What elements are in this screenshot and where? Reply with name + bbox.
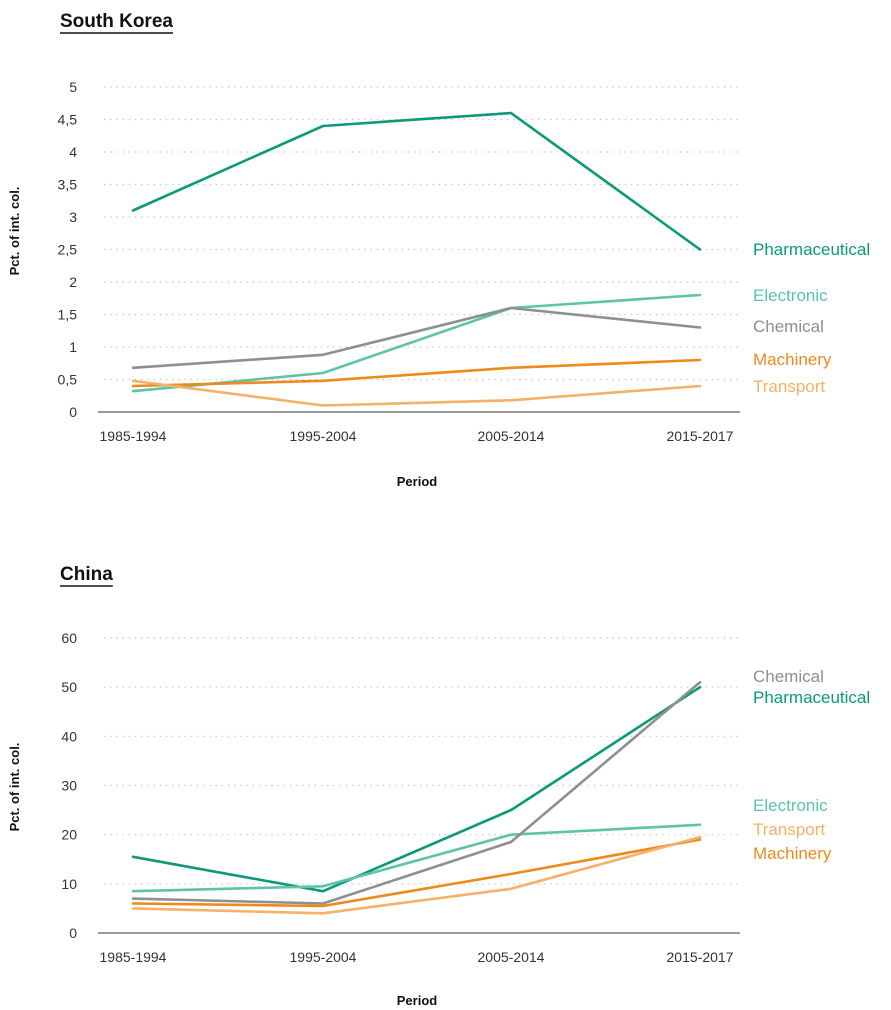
y-tick-label: 0 — [69, 925, 77, 941]
series-label-machinery: Machinery — [753, 844, 832, 863]
y-tick-label: 0 — [69, 404, 77, 420]
series-label-chemical: Chemical — [753, 317, 824, 336]
x-tick-label: 1995-2004 — [290, 428, 357, 444]
chart-panel: South Korea 0 0,5 1 1,5 2 2,5 3 3,5 4 4,5 5 1985-199… — [7, 11, 870, 489]
series-label-pharmaceutical: Pharmaceutical — [753, 240, 870, 259]
series-line-machinery — [131, 358, 702, 388]
series-line-electronic — [131, 823, 702, 893]
y-tick-label: 40 — [61, 728, 77, 744]
x-tick-label: 1985-1994 — [100, 949, 167, 965]
series-line-electronic — [131, 293, 702, 393]
series-line-transport — [131, 379, 702, 407]
series-label-chemical: Chemical — [753, 667, 824, 686]
chart-panel: China 0 10 20 30 40 50 60 1985-1994 1995-2004 2005… — [7, 564, 870, 1008]
series-line-chemical — [131, 306, 702, 370]
x-tick-label: 1995-2004 — [290, 949, 357, 965]
y-tick-label: 4,5 — [58, 112, 78, 128]
y-tick-label: 1 — [69, 339, 77, 355]
y-tick-label: 10 — [61, 876, 77, 892]
series-line-transport — [131, 835, 702, 915]
y-tick-label: 5 — [69, 79, 77, 95]
y-axis-label: Pct. of int. col. — [7, 187, 22, 276]
series-line-chemical — [131, 680, 702, 905]
y-tick-label: 20 — [61, 827, 77, 843]
chart-title: China — [60, 564, 113, 585]
series-line-pharmaceutical — [131, 111, 702, 251]
x-tick-label: 2005-2014 — [478, 949, 545, 965]
series-label-electronic: Electronic — [753, 286, 828, 305]
series-line-machinery — [131, 838, 702, 908]
series-label-pharmaceutical: Pharmaceutical — [753, 688, 870, 707]
y-tick-label: 30 — [61, 778, 77, 794]
y-tick-label: 60 — [61, 630, 77, 646]
y-tick-label: 0,5 — [58, 372, 78, 388]
y-tick-label: 2 — [69, 274, 77, 290]
x-tick-label: 2005-2014 — [478, 428, 545, 444]
y-tick-label: 2,5 — [58, 242, 78, 258]
y-tick-label: 4 — [69, 144, 77, 160]
series-label-transport: Transport — [753, 820, 825, 839]
x-axis-label: Period — [397, 474, 438, 489]
y-tick-label: 50 — [61, 679, 77, 695]
y-axis-label: Pct. of int. col. — [7, 743, 22, 832]
y-tick-label: 3,5 — [58, 177, 78, 193]
x-axis-label: Period — [397, 993, 438, 1008]
y-tick-label: 1,5 — [58, 307, 78, 323]
y-tick-label: 3 — [69, 209, 77, 225]
x-tick-label: 2015-2017 — [667, 428, 734, 444]
x-tick-label: 1985-1994 — [100, 428, 167, 444]
chart-title: South Korea — [60, 11, 173, 32]
series-label-machinery: Machinery — [753, 350, 832, 369]
series-line-pharmaceutical — [131, 685, 702, 893]
x-tick-label: 2015-2017 — [667, 949, 734, 965]
series-label-transport: Transport — [753, 377, 825, 396]
series-label-electronic: Electronic — [753, 796, 828, 815]
